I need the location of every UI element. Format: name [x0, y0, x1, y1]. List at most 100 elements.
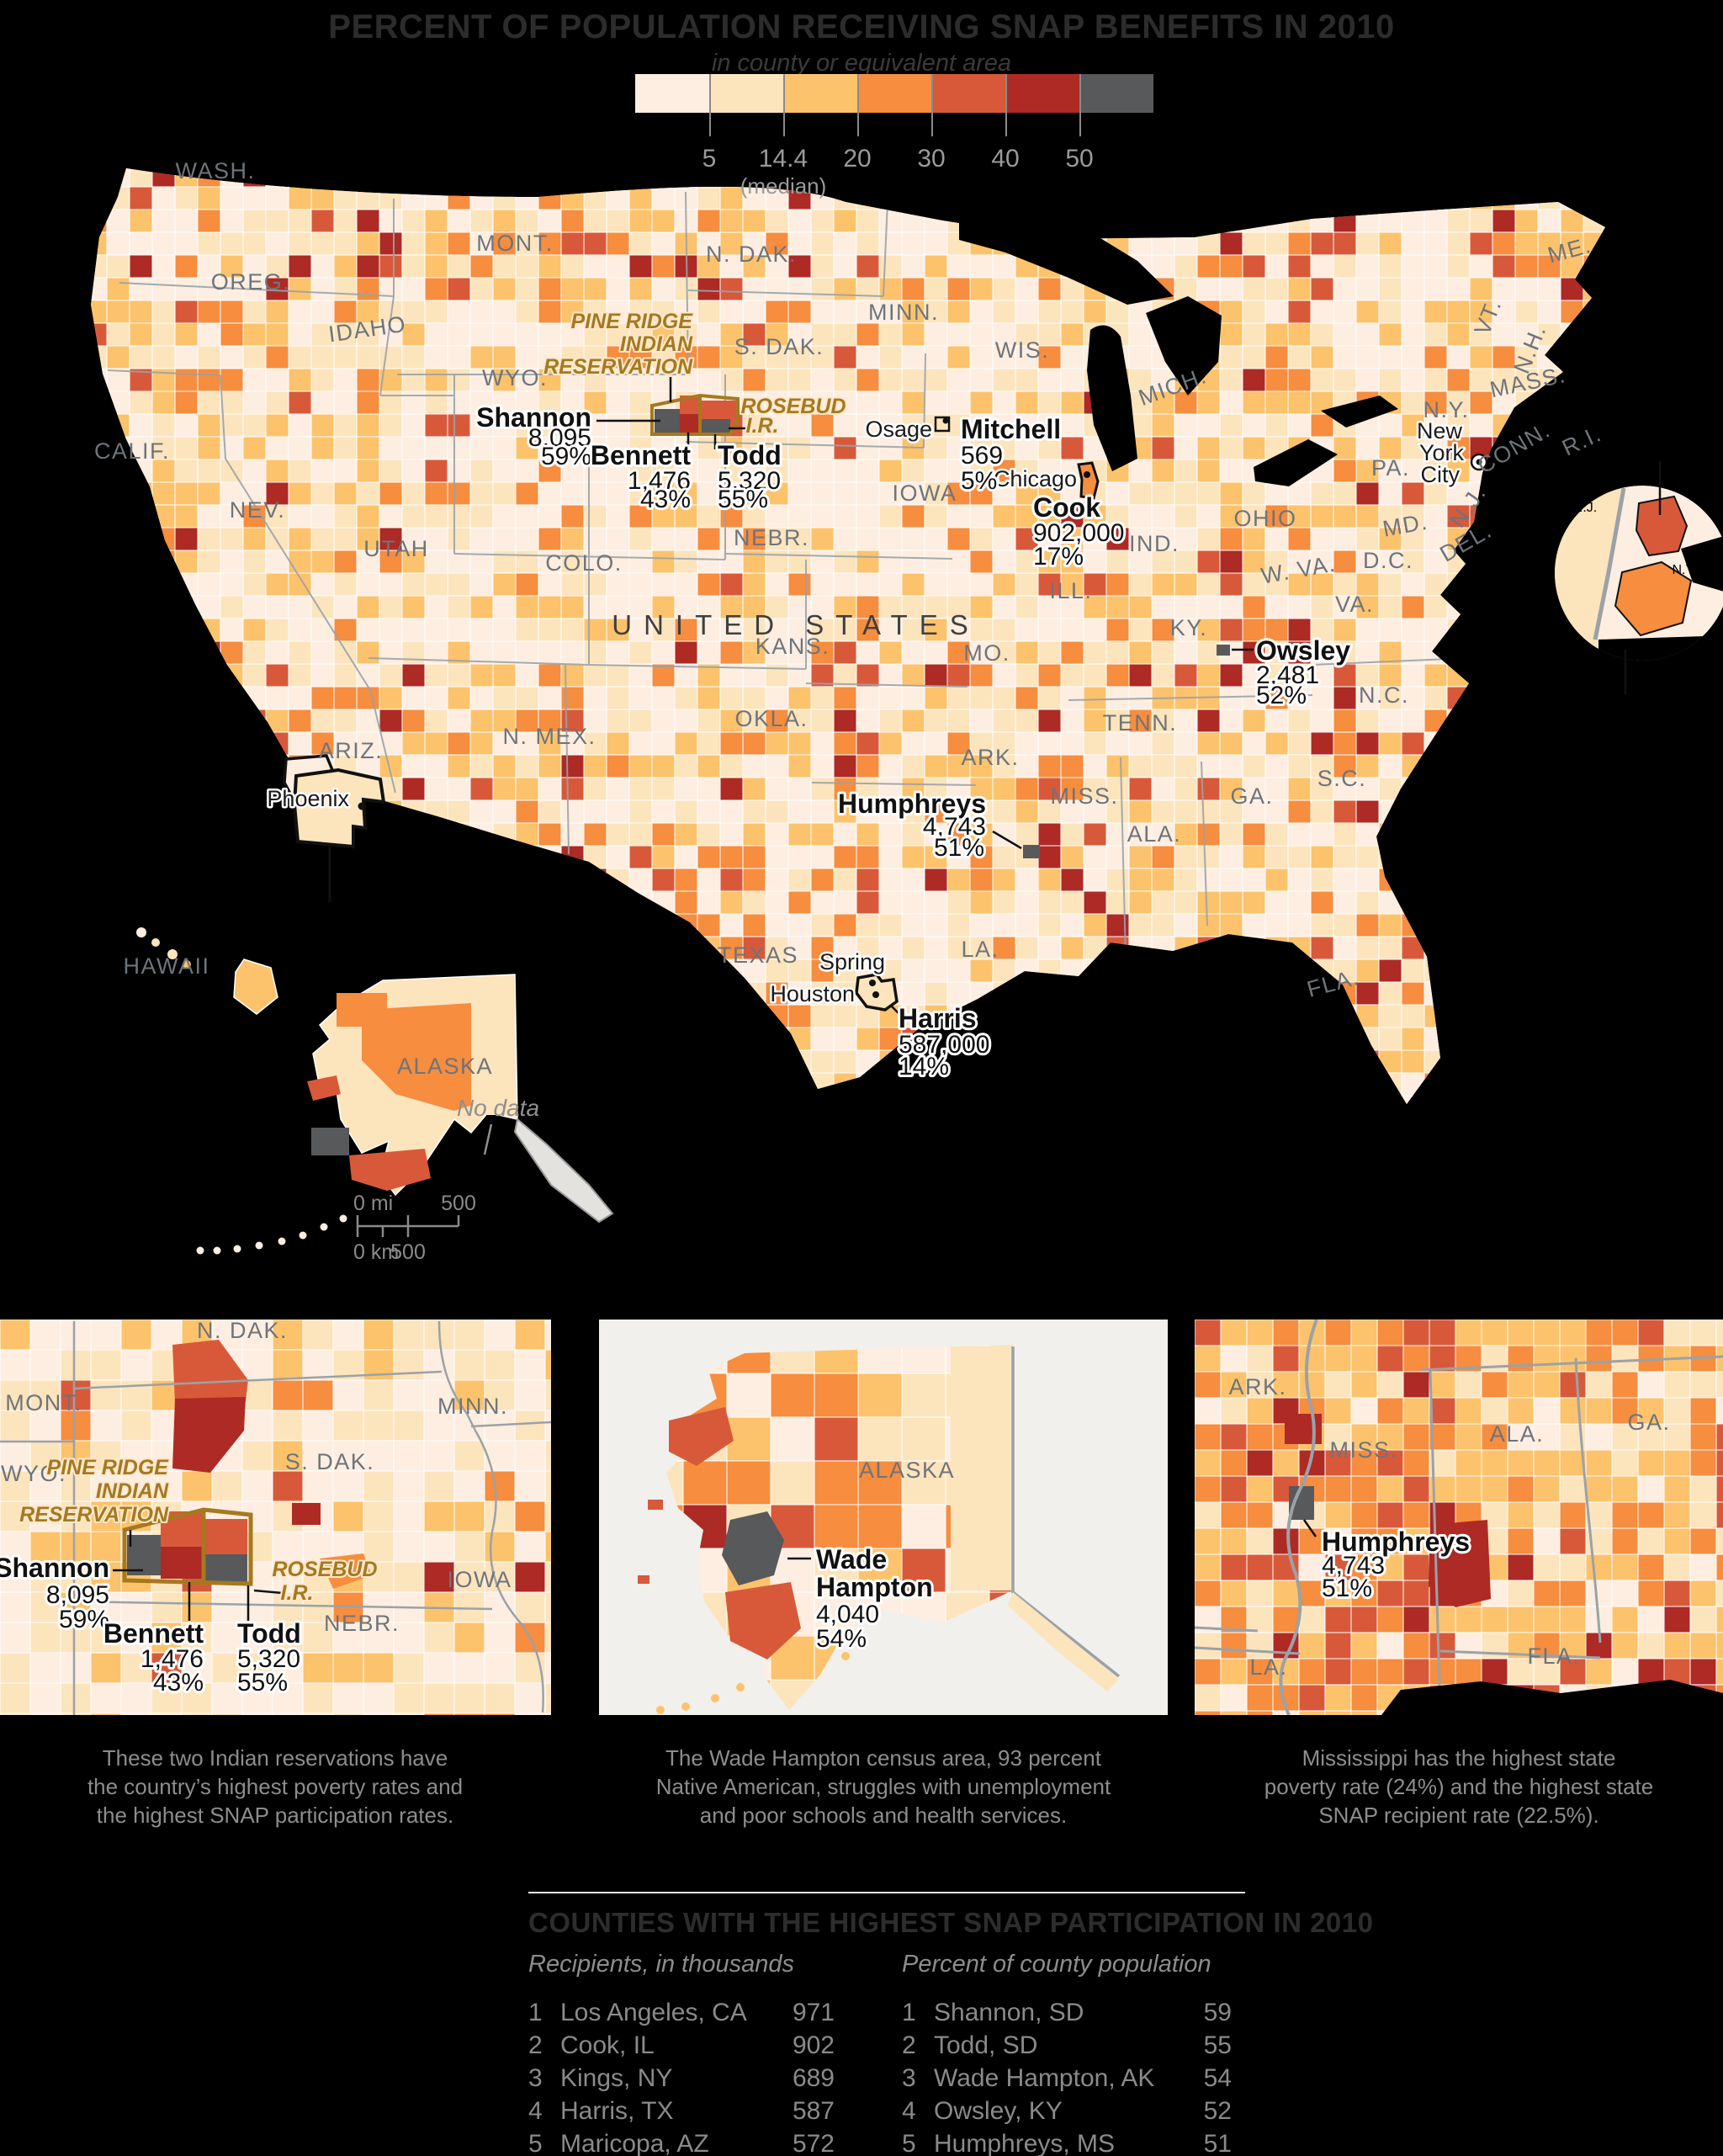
inset3-borders: [1195, 1355, 1723, 1715]
scale-mi-value: 500: [441, 1192, 476, 1215]
color-scale-legend: 5 14.4 (median) 20 30 40 50: [0, 0, 1723, 202]
row-county: Wade Hampton, AK: [934, 2064, 1155, 2092]
state-label-ga: GA.: [1230, 783, 1273, 809]
annotation-todd-value-1: 55%: [718, 486, 768, 513]
inset3-state-fla: FLA.: [1527, 1644, 1580, 1669]
phoenix-dot: [358, 802, 366, 810]
legend-tick: [1005, 74, 1007, 136]
row-county: Kings, NY: [560, 2064, 673, 2092]
caption-line: the highest SNAP participation rates.: [96, 1803, 454, 1828]
legend-tick-label: 30: [917, 145, 946, 173]
row-value: 971: [792, 1999, 835, 2026]
row-value: 55: [1203, 2031, 1232, 2059]
inset3-state-la: LA.: [1249, 1654, 1287, 1680]
legend-tick: [783, 74, 785, 136]
annotation-inset-bennett-value-1: 43%: [153, 1669, 204, 1697]
annotation-inset-todd-value-0: 5,320: [237, 1645, 300, 1673]
scale-km-label: 0 km: [353, 1240, 399, 1264]
legend-swatch-0: [635, 74, 709, 113]
place-label-osage: Osage: [865, 417, 932, 442]
row-county: Todd, SD: [934, 2031, 1038, 2059]
annotation-bennett-name: Bennett: [591, 440, 691, 470]
legend-tick-label: 14.4: [758, 145, 808, 173]
annotation-humphreys-value-0: 4,743: [923, 813, 986, 841]
state-label-alaska: ALASKA: [397, 1054, 493, 1079]
caption-line: and poor schools and health services.: [699, 1803, 1068, 1828]
inset-reservation-outline: [122, 1507, 253, 1586]
state-label-ill: ILL.: [1049, 578, 1092, 603]
table-row: 4 Harris, TX 587: [528, 2097, 835, 2130]
inset3-state-ark: ARK.: [1228, 1374, 1286, 1399]
mitchell-county-marker: [934, 416, 951, 433]
inset-todd-county: [204, 1554, 247, 1583]
place-label-york: York: [1419, 440, 1465, 465]
state-label-nev: NEV.: [230, 497, 286, 523]
legend-tick-label: 20: [843, 145, 872, 173]
spring-dot: [869, 980, 876, 986]
row-value: 59: [1203, 1999, 1232, 2026]
state-label-oreg: OREG.: [211, 269, 291, 295]
main-map: [91, 168, 1605, 1255]
annotation-inset-shannon-name: Shannon: [0, 1553, 109, 1583]
annotation-humphreys-name: Humphreys: [838, 789, 986, 819]
annotation-owsley-value-0: 2,481: [1256, 661, 1319, 689]
reservation-label-0: PINE RIDGE: [571, 310, 694, 333]
inset-pine-ridge: N. DAK. MONT. MINN. WYO. S. DAK. IOWA NEBR. PIN…: [0, 1318, 551, 1715]
state-label-wash: WASH.: [176, 158, 256, 183]
country-label: UNITED STATES: [612, 609, 979, 640]
state-label-ndak: N. DAK.: [706, 242, 797, 267]
annotation-inset-humphreys-value-0: 4,743: [1322, 1552, 1385, 1580]
annotation-cook-value-1: 17%: [1033, 543, 1084, 571]
row-value: 52: [1203, 2097, 1232, 2125]
cook-county-outline: [1077, 461, 1100, 500]
inset1-state-sdak: S. DAK.: [285, 1449, 375, 1474]
inset-caption-1: These two Indian reservations have the co…: [23, 1744, 528, 1829]
caption-line: Native American, struggles with unemploy…: [655, 1774, 1111, 1799]
map-subtitle: in county or equivalent area: [711, 50, 1012, 77]
legend-tick-label: 50: [1065, 145, 1094, 173]
annotation-cook-name: Cook: [1033, 492, 1100, 523]
state-label-utah: UTAH: [363, 536, 429, 561]
alaska-panhandle-no-data: [513, 1118, 614, 1224]
inset-caption-3: Mississippi has the highest state poverty…: [1206, 1744, 1711, 1829]
annotation-owsley-value-1: 52%: [1256, 682, 1307, 709]
row-rank: 4: [528, 2097, 543, 2125]
inset1-reservation-label-3: ROSEBUD: [272, 1558, 377, 1581]
table-row: 4 Owsley, KY 52: [902, 2097, 1232, 2130]
map-labels: UNITED STATESWASH.OREG.CALIF.NEV.IDAHOMO…: [94, 158, 1605, 1121]
annotation-wade-hampton-name: Wade: [816, 1544, 887, 1575]
state-label-hawaii: HAWAII: [124, 953, 210, 979]
state-label-calif: CALIF.: [94, 438, 170, 464]
great-lakes: [959, 212, 1398, 486]
state-label-colo: COLO.: [545, 550, 623, 576]
state-label-dc: D.C.: [1363, 548, 1413, 573]
annotation-inset-shannon-value-0: 8,095: [46, 1581, 109, 1609]
scale-km-value: 500: [390, 1240, 426, 1264]
state-label-ri: R.I.: [1558, 421, 1605, 460]
hawaii-main: [136, 927, 278, 1015]
state-label-miss: MISS.: [1050, 783, 1118, 809]
alaska-main: [196, 974, 614, 1255]
inset1-state-nebr: NEBR.: [324, 1611, 400, 1636]
inset1-state-ndak: N. DAK.: [197, 1318, 288, 1343]
annotation-harris-name: Harris: [899, 1003, 977, 1033]
state-label-mo: MO.: [963, 640, 1010, 666]
legend-swatch-1: [709, 74, 783, 113]
legend-tick: [857, 74, 859, 136]
no-data-label: No data: [457, 1095, 539, 1121]
annotation-cook-value-0: 902,000: [1033, 519, 1124, 547]
table-title: COUNTIES WITH THE HIGHEST SNAP PARTICIPA…: [528, 1907, 1374, 1938]
legend-tick-label: 40: [991, 145, 1020, 173]
row-rank: 4: [902, 2097, 916, 2125]
county-mosaic: [91, 168, 1605, 1104]
state-label-nc: N.C.: [1359, 682, 1409, 708]
state-label-nebr: NEBR.: [734, 525, 809, 550]
nyc-inset-label-0: N.J.: [1573, 501, 1597, 515]
state-label-minn: MINN.: [868, 300, 939, 325]
place-label-phoenix: Phoenix: [267, 786, 349, 811]
